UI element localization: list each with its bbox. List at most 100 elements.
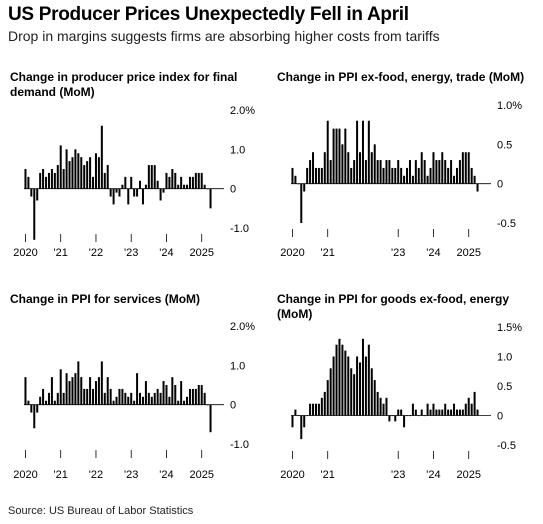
page-title: US Producer Prices Unexpectedly Fell in …	[8, 4, 409, 25]
chart-panel-final-demand: Change in producer price index for final…	[10, 70, 272, 270]
x-tick-label: '23	[391, 469, 405, 481]
bar	[306, 167, 309, 184]
bar	[68, 161, 71, 189]
bar	[127, 396, 130, 405]
bar	[423, 160, 426, 184]
bar	[94, 153, 97, 189]
bar	[103, 392, 106, 405]
bar	[89, 157, 92, 189]
bar	[147, 165, 150, 189]
bar	[335, 128, 338, 184]
bar	[56, 165, 59, 189]
bar	[171, 169, 174, 189]
bar	[458, 409, 461, 416]
bar	[379, 160, 382, 184]
bar	[200, 385, 203, 405]
bar	[411, 175, 414, 184]
bar	[86, 161, 89, 189]
bar	[47, 172, 50, 189]
bar	[458, 160, 461, 184]
bar	[71, 377, 74, 405]
bar	[294, 175, 297, 184]
bar	[197, 172, 200, 189]
bar	[86, 388, 89, 405]
bar	[106, 377, 109, 405]
bar	[24, 169, 27, 189]
chart-svg: -0.5 0 0.5 1.0% 2020 '21 '23 '24 2025	[280, 100, 522, 259]
bar	[33, 404, 36, 429]
bar	[332, 356, 335, 416]
bar	[432, 403, 435, 416]
bar	[294, 409, 297, 416]
bar	[312, 152, 315, 184]
bar	[89, 377, 92, 405]
y-tick-label: 0	[497, 411, 503, 423]
bar	[186, 396, 189, 405]
bar	[432, 152, 435, 184]
bar	[80, 157, 83, 189]
bar	[344, 128, 347, 184]
bar	[194, 172, 197, 189]
bar	[455, 409, 458, 416]
bar	[144, 381, 147, 405]
y-tick-label: 2.0%	[230, 321, 255, 333]
chart-title: Change in PPI ex-food, energy, trade (Mo…	[277, 70, 525, 84]
y-tick-label: -1.0	[230, 223, 249, 235]
bar	[373, 380, 376, 416]
chart-panel-goods-ex-food-energy: Change in PPI for goods ex-food, energy …	[277, 292, 539, 492]
bar	[435, 160, 438, 184]
bar	[394, 167, 397, 184]
bar	[450, 409, 453, 416]
bar	[329, 368, 332, 416]
bar	[414, 409, 417, 416]
bar	[45, 176, 48, 189]
bar	[27, 176, 30, 189]
x-tick-label: '23	[124, 247, 138, 259]
y-tick-label: -0.5	[497, 440, 516, 452]
x-tick-label: 2025	[189, 469, 213, 481]
bar	[56, 392, 59, 405]
x-tick-label: '24	[426, 469, 440, 481]
bar	[426, 403, 429, 416]
bar	[403, 175, 406, 184]
bar	[127, 188, 130, 205]
bar	[364, 356, 367, 416]
bar	[92, 176, 95, 189]
bar	[197, 385, 200, 405]
bar	[36, 188, 39, 201]
bar	[385, 160, 388, 184]
y-tick-label: 1.0%	[497, 100, 522, 112]
bar	[180, 176, 183, 189]
bar	[444, 403, 447, 416]
bar	[438, 160, 441, 184]
bar	[376, 391, 379, 416]
bar	[312, 403, 315, 416]
bar	[118, 188, 121, 197]
bar	[203, 184, 206, 189]
bar	[429, 167, 432, 184]
x-tick-label: '22	[89, 469, 103, 481]
bar	[183, 400, 186, 405]
bar	[77, 361, 80, 405]
bar	[388, 415, 391, 422]
bar	[159, 188, 162, 201]
bar	[65, 149, 68, 189]
bar	[150, 396, 153, 405]
bar	[450, 160, 453, 184]
bar	[174, 385, 177, 405]
bar	[121, 388, 124, 405]
bar	[382, 403, 385, 416]
bar	[74, 373, 77, 405]
bar	[332, 128, 335, 184]
bar	[144, 184, 147, 189]
bar	[27, 400, 30, 405]
bar	[183, 184, 186, 189]
bar	[394, 415, 397, 422]
bar	[417, 167, 420, 184]
bar	[364, 160, 367, 184]
x-tick-label: '23	[391, 247, 405, 259]
bar	[174, 172, 177, 189]
bar	[42, 169, 45, 189]
bar	[156, 388, 159, 405]
bar	[139, 392, 142, 405]
